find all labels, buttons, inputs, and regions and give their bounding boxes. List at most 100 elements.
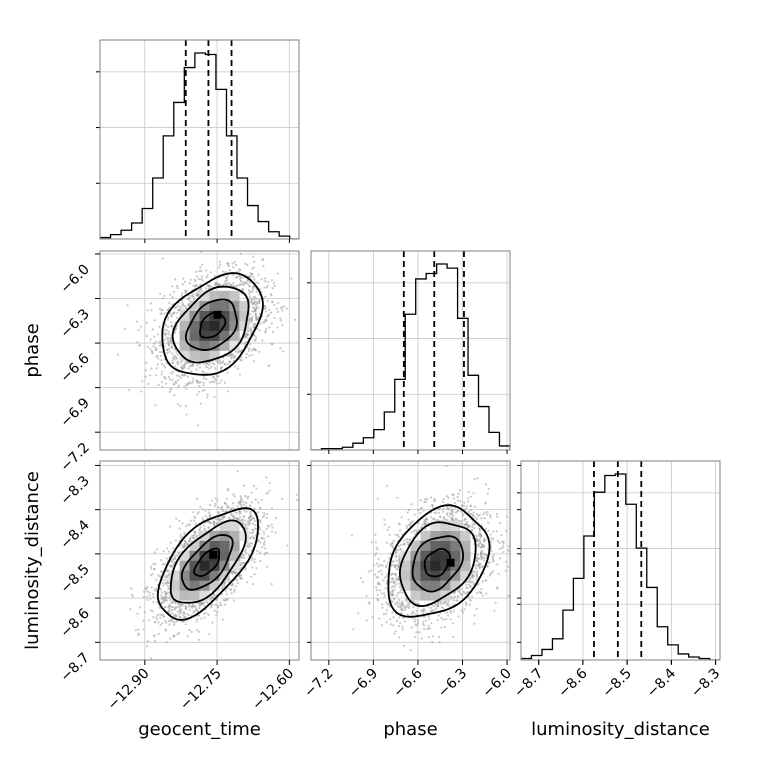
sample-point [171,352,174,355]
sample-point [213,363,216,366]
histogram-geocent-time-bar-13 [237,178,248,239]
sample-point [173,358,176,361]
sample-point [176,402,180,406]
sample-point [142,619,145,622]
sample-point [168,306,171,309]
sample-point [250,297,253,301]
density-cell [239,300,250,311]
sample-point [241,561,244,564]
sample-point [250,514,253,517]
sample-point [200,263,204,266]
sample-point [394,555,397,558]
ytick-label-phase-1: −6.9 [57,395,92,430]
sample-point [206,516,209,519]
sample-point [198,384,201,388]
joint-geocent-time-vs-phase-contour-1 [184,298,238,351]
sample-point [427,627,430,630]
sample-point [429,606,432,610]
sample-point [219,361,223,364]
sample-point [171,324,174,327]
histogram-phase-background [311,251,510,450]
joint-geocent-time-vs-phase-contour-0 [199,311,227,339]
sample-point [389,542,392,545]
sample-point [427,636,430,639]
sample-point [390,586,393,589]
sample-point [171,359,174,362]
sample-point [420,506,424,509]
sample-point [251,522,255,525]
sample-point [180,373,184,376]
sample-point [458,591,462,595]
sample-point [254,498,257,501]
sample-point [417,529,420,532]
sample-point [180,611,183,615]
sample-point [231,502,235,505]
sample-point [253,523,256,527]
sample-point [475,517,479,520]
sample-point [472,582,475,586]
sample-point [175,284,179,288]
sample-point [201,508,205,511]
sample-point [370,569,373,572]
sample-point [222,516,226,519]
sample-point [187,367,190,370]
sample-point [481,580,484,583]
sample-point [250,491,253,494]
sample-point [467,510,470,514]
sample-point [393,585,397,588]
sample-point [231,582,234,585]
sample-point [192,536,195,539]
sample-point [204,514,207,517]
sample-point [435,511,438,514]
sample-point [482,559,486,562]
sample-point [167,316,170,319]
sample-point [464,601,468,604]
sample-point [459,510,463,513]
histogram-luminosity-distance [517,460,721,661]
sample-point [276,310,280,314]
sample-point [173,607,177,610]
sample-point [394,551,398,554]
sample-point [210,365,213,368]
sample-point [242,515,246,518]
sample-point [398,557,401,560]
sample-point [221,365,224,369]
sample-point [200,269,203,272]
sample-point [468,598,471,601]
sample-point [456,495,459,498]
sample-point [262,264,265,268]
sample-point [152,567,156,570]
sample-point [131,595,135,598]
sample-point [205,269,208,272]
density-cell [219,310,230,321]
joint-phase-vs-luminosity-distance-content [311,461,510,660]
sample-point [371,616,374,619]
sample-point [478,527,481,530]
sample-point [198,381,201,384]
sample-point [241,288,244,291]
sample-point [465,586,468,589]
sample-point [185,361,188,364]
sample-point [175,312,179,315]
sample-point [169,525,172,528]
histogram-geocent-time-bar-15 [258,222,269,239]
sample-point [248,295,251,298]
sample-point [484,527,487,530]
sample-point [488,561,491,564]
density-cell [199,290,210,302]
sample-point [171,362,174,365]
sample-point [185,525,188,528]
sample-point [263,553,266,556]
density-cell [440,560,451,571]
sample-point [249,536,252,539]
sample-point [376,547,379,551]
sample-point [167,581,171,585]
sample-point [201,389,204,392]
joint-geocent-time-vs-phase-contour-2 [171,285,250,364]
sample-point [154,348,158,351]
sample-point [230,355,233,358]
sample-point [178,615,181,618]
sample-point [231,262,234,265]
sample-point [160,601,164,604]
sample-point [249,519,252,522]
